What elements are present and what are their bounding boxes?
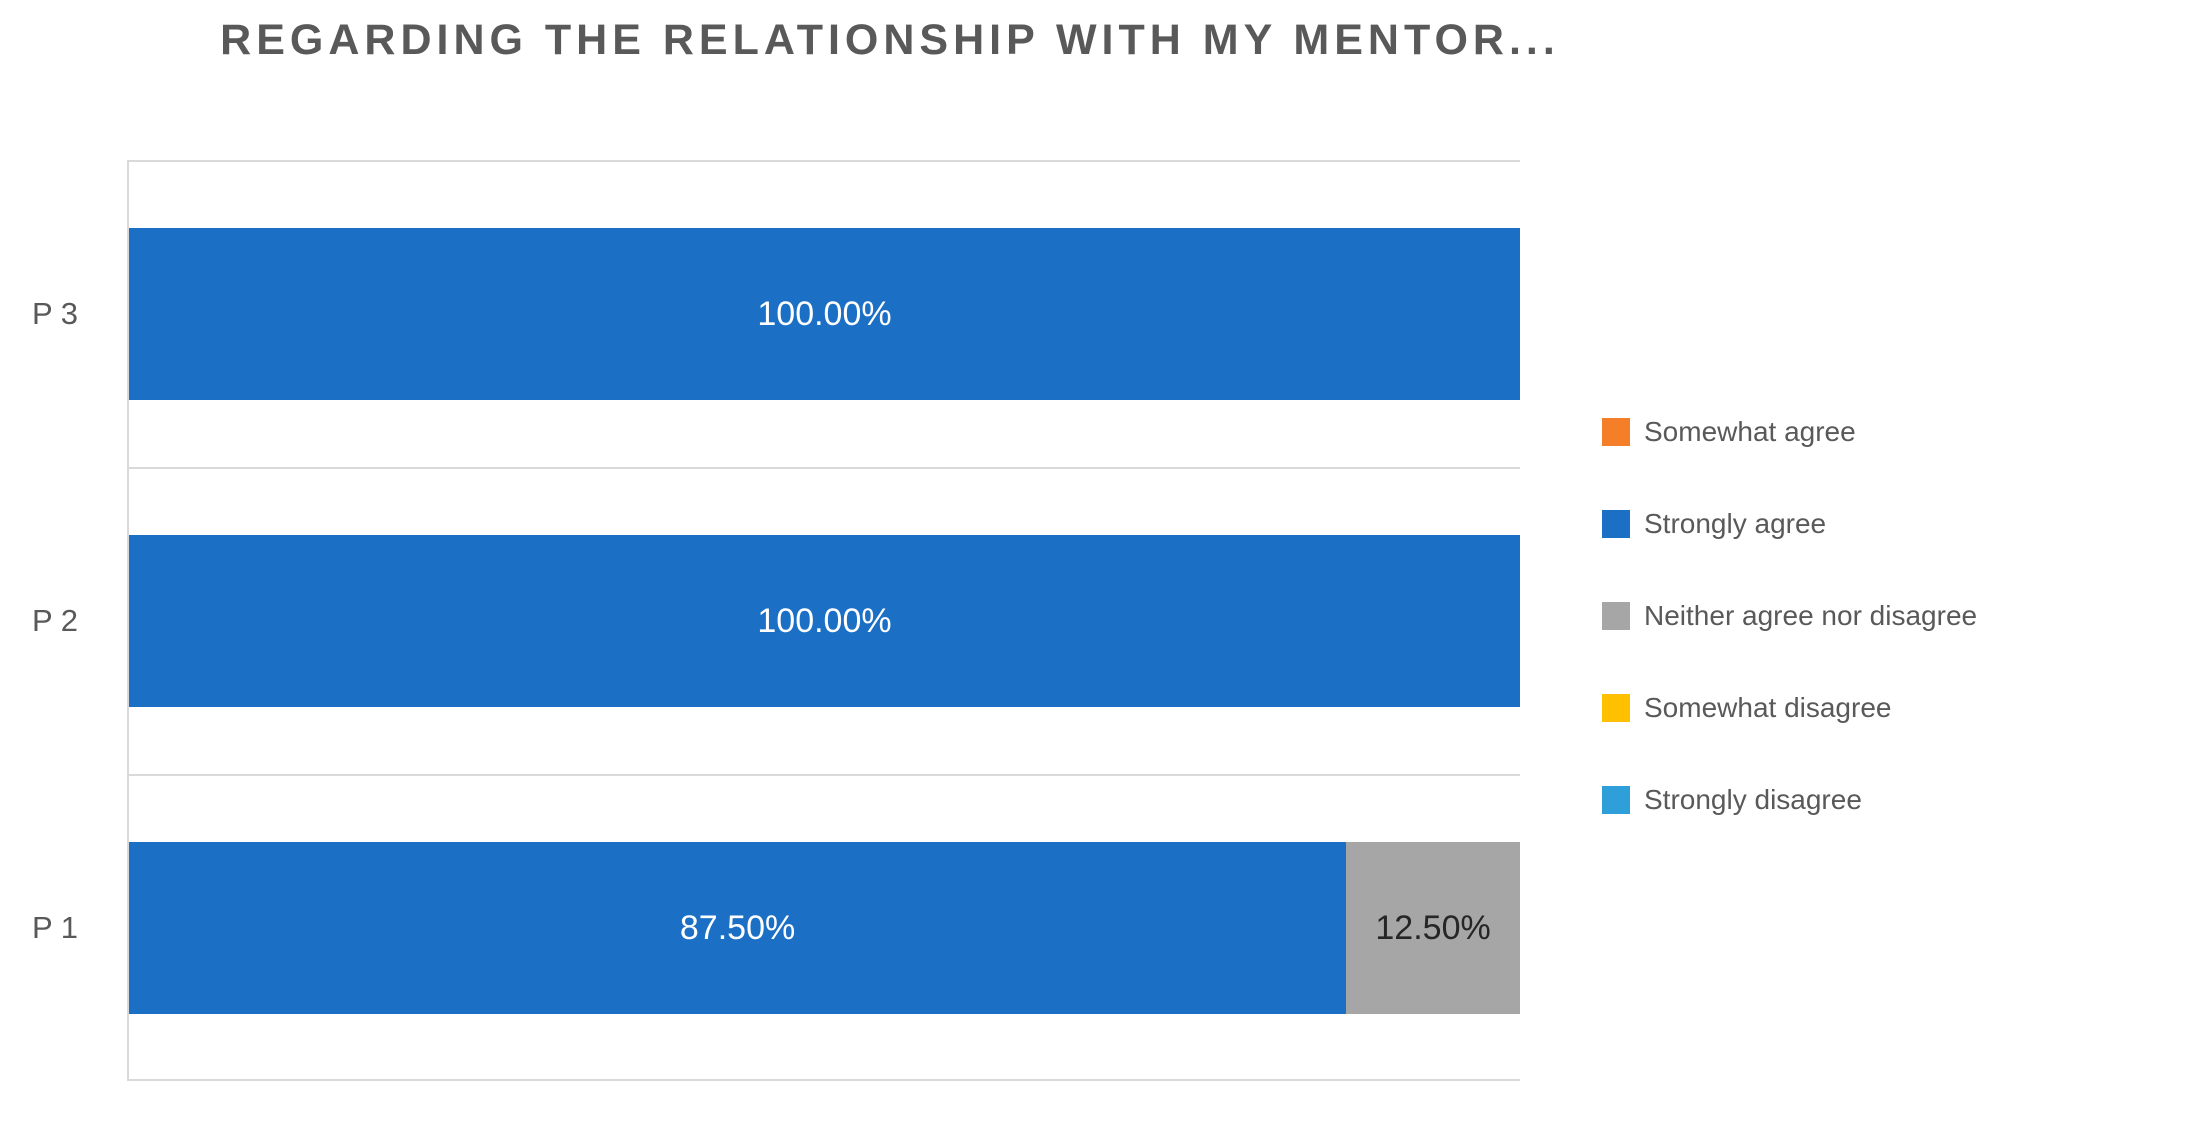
legend-swatch-icon: [1602, 602, 1630, 630]
category-label: P 3: [32, 295, 78, 331]
category-band: 87.50% 12.50%: [129, 776, 1520, 1081]
data-label: 100.00%: [757, 294, 892, 333]
legend-swatch-icon: [1602, 510, 1630, 538]
bar-segment: 87.50%: [129, 842, 1347, 1014]
legend-label: Neither agree nor disagree: [1644, 600, 1978, 631]
chart-title: REGARDING THE RELATIONSHIP WITH MY MENTO…: [220, 16, 1560, 64]
category-label: P 1: [32, 909, 78, 945]
data-label: 87.50%: [679, 908, 796, 947]
category-axis: P 3 P 2 P 1: [0, 160, 102, 1081]
legend-label: Strongly agree: [1644, 508, 1827, 539]
legend-item: Neither agree nor disagree: [1602, 600, 1978, 631]
bar-row: 87.50% 12.50%: [129, 842, 1520, 1014]
legend: Somewhat agree Strongly agree Neither agre…: [1602, 416, 1978, 878]
plot-area: 100.00% 100.00% 87.50% 12.50%: [127, 160, 1520, 1081]
legend-item: Strongly agree: [1602, 508, 1977, 539]
bar-segment: 12.50%: [1346, 842, 1520, 1014]
data-label: 12.50%: [1375, 908, 1491, 947]
legend-item: Strongly disagree: [1602, 784, 1977, 815]
legend-swatch-icon: [1602, 786, 1630, 814]
legend-label: Strongly disagree: [1644, 784, 1862, 815]
legend-swatch-icon: [1602, 418, 1630, 446]
category-label: P 2: [32, 602, 78, 638]
bar-segment: 100.00%: [129, 535, 1520, 707]
category-band: 100.00%: [129, 469, 1520, 776]
legend-label: Somewhat agree: [1644, 416, 1856, 447]
bar-row: 100.00%: [129, 228, 1520, 400]
bar-segment: 100.00%: [129, 228, 1520, 400]
data-label: 100.00%: [757, 601, 892, 640]
bar-row: 100.00%: [129, 535, 1520, 707]
legend-swatch-icon: [1602, 694, 1630, 722]
legend-item: Somewhat agree: [1602, 416, 1977, 447]
legend-label: Somewhat disagree: [1644, 692, 1892, 723]
legend-item: Somewhat disagree: [1602, 692, 1977, 723]
category-band: 100.00%: [129, 162, 1520, 469]
